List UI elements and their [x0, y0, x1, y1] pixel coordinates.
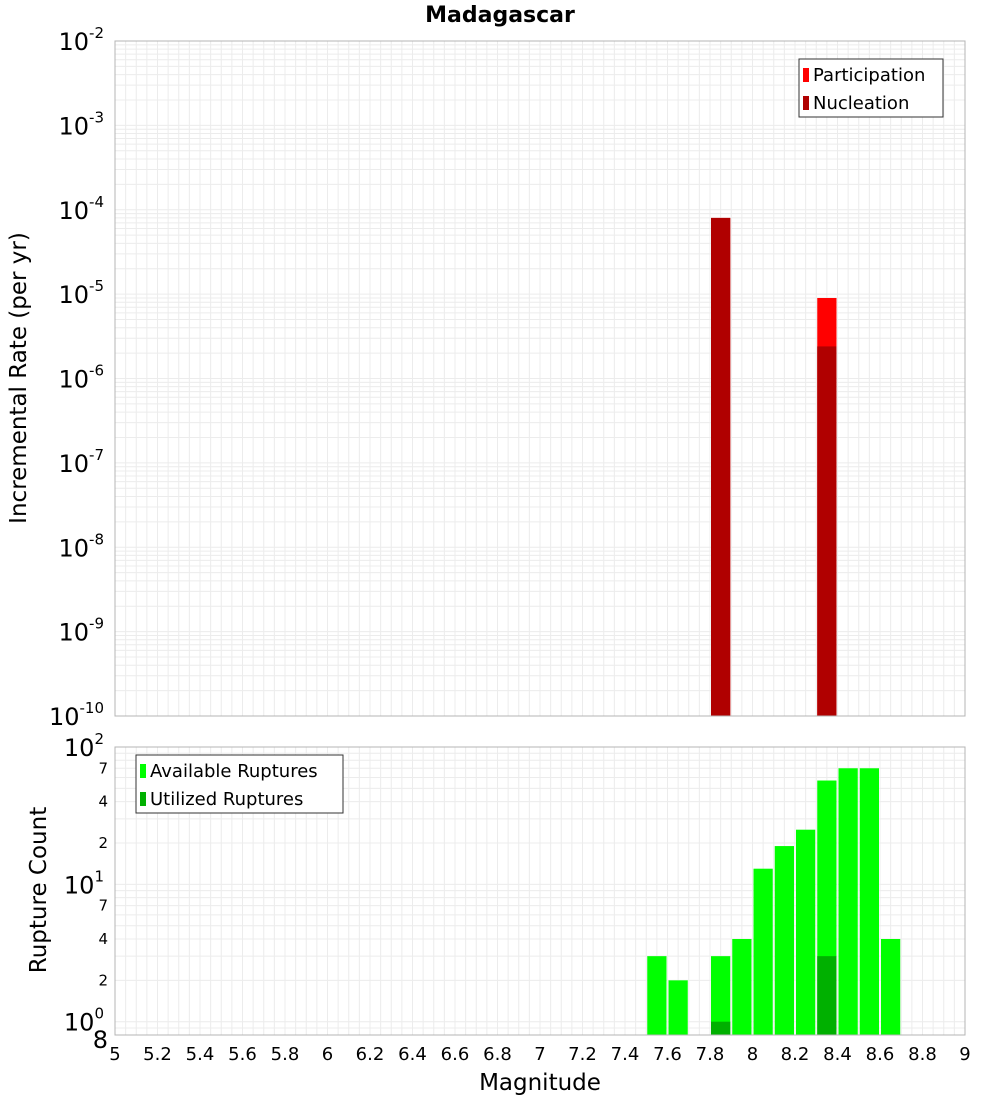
top-legend-box — [798, 58, 944, 118]
x-tick-label: 7 — [534, 1044, 545, 1065]
bottom-y-minor-label: 7 — [98, 897, 108, 915]
available-ruptures-bar — [796, 829, 816, 1035]
top-y-tick-label: 10-2 — [58, 24, 104, 56]
x-tick-label: 6.4 — [398, 1044, 427, 1065]
utilized-ruptures-bar — [711, 1021, 731, 1035]
bottom-y-tick-label: 101 — [64, 867, 104, 899]
bottom-y-minor-label: 4 — [98, 793, 108, 811]
available-ruptures-bar — [881, 939, 901, 1035]
bottom-legend-label: Available Ruptures — [150, 761, 318, 782]
available-ruptures-bar — [838, 768, 858, 1035]
nucleation-bar — [817, 346, 837, 716]
top-plot-frame — [114, 40, 966, 717]
x-tick-label: 8.6 — [866, 1044, 895, 1065]
bottom-y-minor-label: 7 — [98, 759, 108, 777]
bottom-y-tick-label: 102 — [64, 730, 104, 762]
bottom-y-tick-label: 100 — [64, 1005, 104, 1037]
available-ruptures-bar — [732, 939, 752, 1035]
top-y-tick-label: 10-3 — [58, 108, 104, 140]
top-y-tick-label: 10-5 — [58, 277, 104, 309]
bottom-y-minor-label: 2 — [98, 834, 108, 852]
top-y-tick-label: 10-6 — [58, 362, 104, 394]
available-ruptures-bar — [647, 956, 667, 1035]
top-y-tick-label: 10-10 — [49, 699, 104, 731]
available-ruptures-bar — [753, 868, 773, 1035]
top-legend-swatch — [803, 96, 809, 110]
bottom-y-minor-label: 4 — [98, 930, 108, 948]
bottom-legend: Available Ruptures Utilized Ruptures — [135, 754, 344, 814]
x-tick-label: 7.2 — [568, 1044, 597, 1065]
top-y-tick-label: 10-9 — [58, 615, 104, 647]
x-tick-label: 8.2 — [781, 1044, 810, 1065]
x-tick-label: 5.2 — [143, 1044, 172, 1065]
x-tick-label: 7.4 — [611, 1044, 640, 1065]
x-axis-title: Magnitude — [479, 1070, 601, 1096]
x-tick-label: 5.6 — [228, 1044, 257, 1065]
available-ruptures-bar — [774, 846, 794, 1035]
top-y-tick-label: 10-8 — [58, 530, 104, 562]
available-ruptures-bar — [668, 980, 688, 1035]
bottom-plot-frame — [114, 746, 966, 1036]
bottom-legend-box — [135, 754, 344, 814]
x-tick-label: 5.8 — [271, 1044, 300, 1065]
nucleation-bar — [711, 217, 731, 716]
chart-title: Madagascar — [425, 3, 575, 28]
utilized-ruptures-bars — [711, 956, 837, 1035]
top-y-tick-label: 10-7 — [58, 446, 104, 478]
x-tick-label: 5 — [109, 1044, 120, 1065]
available-ruptures-bar — [859, 768, 879, 1035]
top-legend: Participation Nucleation — [798, 58, 944, 118]
x-tick-label: 7.8 — [696, 1044, 725, 1065]
x-tick-label: 8 — [747, 1044, 758, 1065]
top-y-axis-title: Incremental Rate (per yr) — [6, 232, 32, 524]
utilized-ruptures-bar — [817, 956, 837, 1035]
top-legend-swatch — [803, 68, 809, 82]
x-tick-label: 6.8 — [483, 1044, 512, 1065]
bottom-y-minor-label: 8 — [93, 1026, 108, 1054]
x-tick-label: 8.8 — [908, 1044, 937, 1065]
top-legend-label: Nucleation — [813, 93, 909, 114]
available-ruptures-bar — [711, 956, 731, 1035]
top-legend-label: Participation — [813, 65, 925, 86]
x-tick-label: 7.6 — [653, 1044, 682, 1065]
x-tick-label: 6.6 — [441, 1044, 470, 1065]
bottom-y-axis-title: Rupture Count — [26, 807, 52, 973]
bottom-legend-swatch — [140, 792, 146, 806]
bottom-y-minor-label: 2 — [98, 971, 108, 989]
bottom-legend-label: Utilized Ruptures — [150, 789, 303, 810]
x-tick-label: 8.4 — [823, 1044, 852, 1065]
x-tick-label: 6 — [322, 1044, 333, 1065]
nucleation-bars — [711, 217, 837, 716]
x-tick-label: 5.4 — [186, 1044, 215, 1065]
top-y-tick-label: 10-4 — [58, 193, 104, 225]
x-tick-label: 9 — [959, 1044, 970, 1065]
grid-lines — [114, 41, 966, 1036]
bottom-legend-swatch — [140, 764, 146, 778]
x-tick-label: 6.2 — [356, 1044, 385, 1065]
